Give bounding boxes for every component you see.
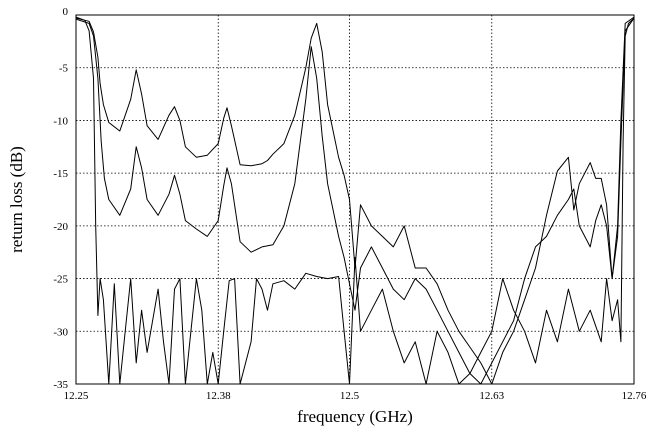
y-tick-label: -10 — [53, 115, 68, 127]
x-tick-label: 12.63 — [479, 390, 504, 402]
x-axis-label: frequency (GHz) — [297, 407, 413, 426]
y-tick-label: -15 — [53, 168, 68, 180]
y-tick-label: 0 — [63, 6, 69, 18]
y-tick-label: -30 — [53, 326, 68, 338]
x-tick-label: 12.76 — [622, 390, 647, 402]
y-tick-label: -25 — [53, 274, 68, 286]
plot-frame — [75, 14, 635, 385]
x-tick-labels: 12.25 12.38 12.5 12.63 12.76 — [64, 390, 647, 402]
y-tick-label: -5 — [59, 63, 69, 75]
x-tick-label: 12.25 — [64, 390, 89, 402]
y-tick-label: -20 — [53, 221, 68, 233]
y-tick-label: -35 — [53, 379, 68, 391]
series-line-2 — [75, 17, 635, 385]
y-axis-label: return loss (dB) — [7, 146, 26, 253]
x-tick-label: 12.5 — [340, 390, 360, 402]
series-line-3 — [75, 16, 635, 385]
x-tick-label: 12.38 — [206, 390, 231, 402]
plot-series — [75, 16, 635, 385]
y-tick-labels: 0 -5 -10 -15 -20 -25 -30 -35 — [53, 6, 68, 391]
series-line-1 — [75, 16, 635, 385]
